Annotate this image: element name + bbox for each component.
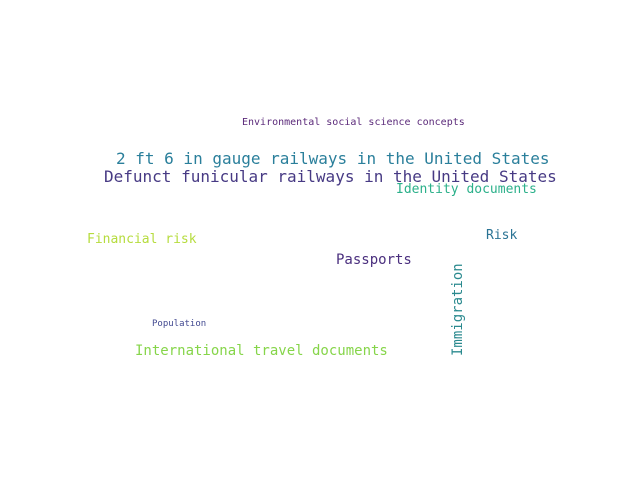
word-environmental-social-science-concepts: Environmental social science concepts	[242, 117, 465, 128]
word-immigration: Immigration	[450, 263, 466, 356]
word-passports: Passports	[336, 252, 412, 268]
word-population: Population	[152, 319, 207, 329]
word-risk: Risk	[486, 228, 518, 243]
word-international-travel-documents: International travel documents	[135, 343, 388, 359]
word-identity-documents: Identity documents	[396, 182, 537, 197]
word-financial-risk: Financial risk	[87, 232, 197, 247]
word-defunct-funicular-railways: Defunct funicular railways in the United…	[104, 167, 557, 186]
word-2ft6in-gauge-railways: 2 ft 6 in gauge railways in the United S…	[116, 149, 550, 168]
